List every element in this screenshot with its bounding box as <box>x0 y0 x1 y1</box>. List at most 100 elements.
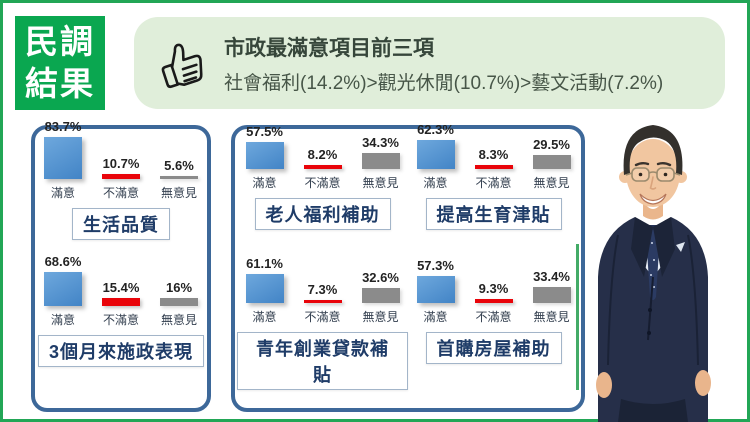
bars-row: 62.3% 滿意 8.3% 不滿意 29.5% 無意見 <box>408 122 579 191</box>
bar-dissatisfied <box>102 298 140 306</box>
chart-elder-welfare: 57.5% 滿意 8.2% 不滿意 34.3% 無意見 老人福利補助 <box>237 124 408 267</box>
chart-title: 首購房屋補助 <box>425 331 562 364</box>
bar-column: 61.1% 滿意 <box>243 256 287 325</box>
bar-column: 8.2% 不滿意 <box>301 147 345 191</box>
bars-row: 61.1% 滿意 7.3% 不滿意 32.6% 無意見 <box>237 256 408 325</box>
bars-row: 57.5% 滿意 8.2% 不滿意 34.3% 無意見 <box>237 124 408 191</box>
bar-column: 57.3% 滿意 <box>414 258 458 325</box>
bar-category-label: 滿意 <box>423 309 448 324</box>
bar-category-label: 滿意 <box>252 176 277 190</box>
chart-first-home: 57.3% 滿意 9.3% 不滿意 33.4% 無意見 首購房屋補助 <box>408 258 579 401</box>
bar-value-label: 57.3% <box>417 257 454 273</box>
badge-line2: 結果 <box>25 65 95 102</box>
bar-column: 33.4% 無意見 <box>530 269 574 325</box>
bar-value-label: 8.2% <box>307 147 338 162</box>
bar-no-opinion <box>160 298 198 306</box>
bar-category-label: 無意見 <box>362 309 399 324</box>
bar-category-label: 不滿意 <box>304 176 341 190</box>
bar-satisfied <box>44 272 82 306</box>
top-items-banner: 市政最滿意項目前三項 社會福利(14.2%)>觀光休閒(10.7%)>藝文活動(… <box>134 17 725 109</box>
bar-value-label: 57.5% <box>246 124 283 139</box>
bars-row: 57.3% 滿意 9.3% 不滿意 33.4% 無意見 <box>408 258 579 325</box>
bar-dissatisfied <box>102 174 140 179</box>
bar-column: 16% 無意見 <box>157 280 201 328</box>
chart-title: 生活品質 <box>72 208 170 240</box>
bar-value-label: 5.6% <box>164 158 194 173</box>
bar-no-opinion <box>160 176 198 179</box>
bar-value-label: 33.4% <box>533 268 570 284</box>
bar-category-label: 無意見 <box>160 313 197 327</box>
bar-category-label: 不滿意 <box>304 309 341 324</box>
bar-column: 7.3% 不滿意 <box>301 282 345 325</box>
bar-value-label: 16% <box>165 280 193 295</box>
bar-dissatisfied <box>303 299 342 303</box>
bar-value-label: 68.6% <box>44 254 82 269</box>
policy-satisfaction-panel: 57.5% 滿意 8.2% 不滿意 34.3% 無意見 老人福利補助 62.3% 滿意 8.3… <box>231 122 585 412</box>
bar-value-label: 83.7% <box>44 119 82 134</box>
bar-value-label: 61.1% <box>246 255 283 271</box>
bar-value-label: 10.7% <box>102 156 140 171</box>
bar-value-label: 62.3% <box>417 122 454 137</box>
bar-column: 32.6% 無意見 <box>359 270 403 325</box>
bar-column: 8.3% 不滿意 <box>472 147 516 191</box>
bar-value-label: 8.3% <box>478 147 509 162</box>
bar-column: 68.6% 滿意 <box>41 254 85 328</box>
bar-category-label: 不滿意 <box>102 313 139 327</box>
bar-no-opinion <box>361 287 400 303</box>
bar-value-label: 34.3% <box>362 135 399 150</box>
chart-life-quality: 83.7% 滿意 10.7% 不滿意 5.6% 無意見 生活品質 <box>35 119 207 240</box>
bar-column: 15.4% 不滿意 <box>99 280 143 328</box>
chart-title: 青年創業貸款補貼 <box>237 331 408 390</box>
banner-title: 市政最滿意項目前三項 <box>224 36 434 60</box>
green-accent-line <box>576 244 579 390</box>
chart-birth-subsidy: 62.3% 滿意 8.3% 不滿意 29.5% 無意見 提高生育津貼 <box>408 122 579 267</box>
chart-title: 提高生育津貼 <box>425 198 562 230</box>
bar-column: 9.3% 不滿意 <box>472 281 516 325</box>
badge-line1: 民調 <box>25 23 95 60</box>
bar-column: 34.3% 無意見 <box>359 135 403 191</box>
poll-result-badge: 民調 結果 <box>15 16 105 110</box>
bar-no-opinion <box>532 286 571 303</box>
bar-category-label: 不滿意 <box>475 309 512 324</box>
bar-dissatisfied <box>474 165 513 169</box>
bar-category-label: 無意見 <box>533 176 570 190</box>
bar-column: 10.7% 不滿意 <box>99 156 143 201</box>
bars-row: 68.6% 滿意 15.4% 不滿意 16% 無意見 <box>35 254 207 328</box>
official-portrait-photo <box>596 125 711 422</box>
chart-title: 3個月來施政表現 <box>37 335 204 367</box>
bar-column: 83.7% 滿意 <box>41 119 85 201</box>
bar-no-opinion <box>361 153 400 169</box>
bar-satisfied <box>416 275 455 303</box>
banner-subtitle: 社會福利(14.2%)>觀光休閒(10.7%)>藝文活動(7.2%) <box>224 72 664 94</box>
bar-column: 57.5% 滿意 <box>243 124 287 191</box>
bar-category-label: 不滿意 <box>475 176 512 190</box>
bar-column: 62.3% 滿意 <box>414 122 458 191</box>
banner-text: 市政最滿意項目前三項 社會福利(14.2%)>觀光休閒(10.7%)>藝文活動(… <box>224 32 663 95</box>
bar-value-label: 15.4% <box>102 280 140 295</box>
bar-satisfied <box>416 140 455 169</box>
overall-satisfaction-panel: 83.7% 滿意 10.7% 不滿意 5.6% 無意見 生活品質 68.6% 滿意 15.4%… <box>31 119 211 412</box>
bar-satisfied <box>245 142 284 169</box>
thumbs-up-icon <box>161 43 203 89</box>
bar-value-label: 29.5% <box>533 137 570 152</box>
bar-dissatisfied <box>303 165 342 169</box>
bar-category-label: 不滿意 <box>102 186 139 200</box>
bar-category-label: 無意見 <box>362 176 399 190</box>
bar-value-label: 7.3% <box>307 281 338 297</box>
bar-column: 5.6% 無意見 <box>157 158 201 201</box>
bars-row: 83.7% 滿意 10.7% 不滿意 5.6% 無意見 <box>35 119 207 201</box>
bar-category-label: 滿意 <box>50 313 75 327</box>
chart-3month-performance: 68.6% 滿意 15.4% 不滿意 16% 無意見 3個月來施政表現 <box>35 254 207 367</box>
chart-youth-loan: 61.1% 滿意 7.3% 不滿意 32.6% 無意見 青年創業貸款補貼 <box>237 256 408 401</box>
bar-satisfied <box>44 137 82 179</box>
bar-dissatisfied <box>474 298 513 303</box>
bar-satisfied <box>245 273 284 303</box>
bar-category-label: 無意見 <box>533 309 570 324</box>
bar-category-label: 滿意 <box>252 309 277 324</box>
bar-column: 29.5% 無意見 <box>530 137 574 191</box>
bar-category-label: 滿意 <box>423 176 448 190</box>
bar-value-label: 32.6% <box>362 269 399 285</box>
bar-category-label: 無意見 <box>160 186 197 200</box>
bar-no-opinion <box>532 155 571 169</box>
